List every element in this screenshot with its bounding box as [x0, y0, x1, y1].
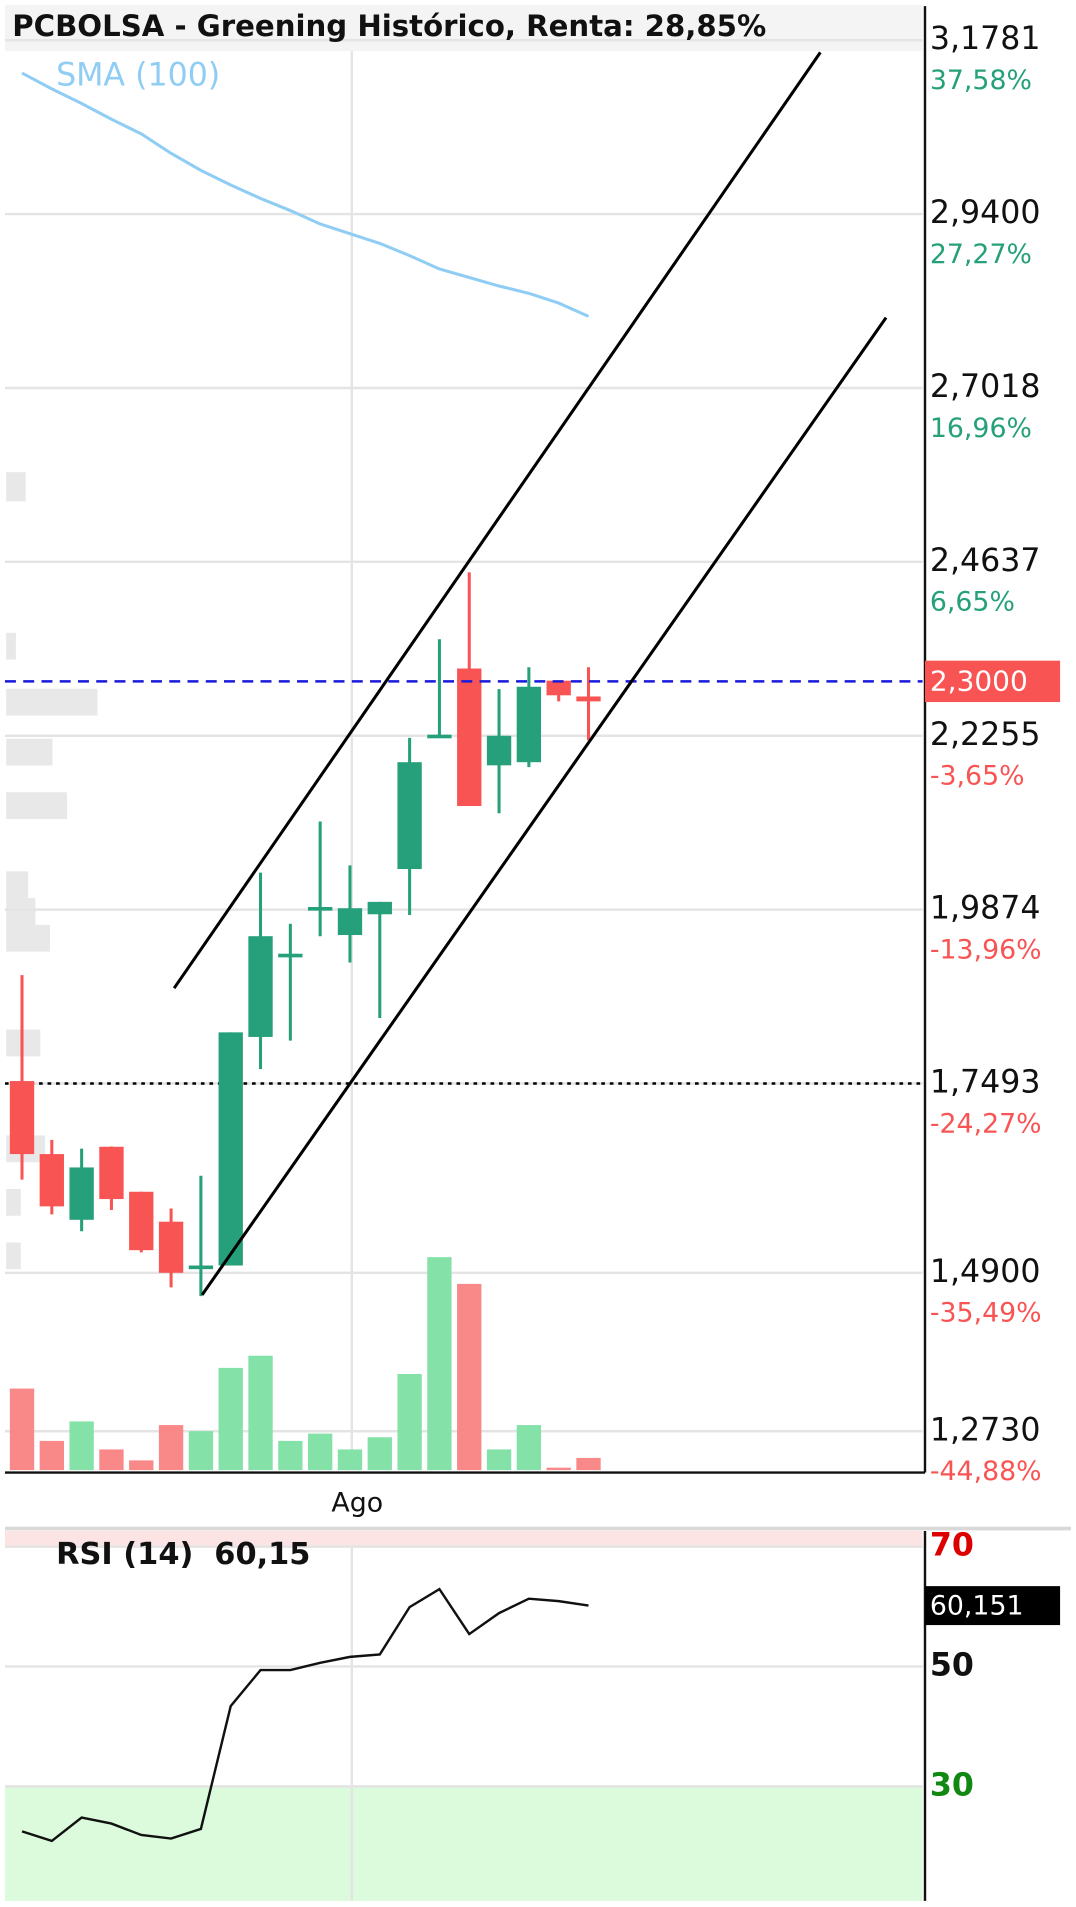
y-tick-label: 2,2255 [930, 717, 1041, 753]
candle-body [397, 762, 422, 870]
chart-title: PCBOLSA - Greening Histórico, Renta: 28,… [12, 9, 766, 43]
candle-body [307, 906, 333, 911]
rsi-line [21, 1587, 589, 1843]
y-tick-label: 2,7018 [930, 369, 1041, 405]
volume-bar [129, 1460, 154, 1471]
overbought-band [4, 1530, 923, 1548]
volume-bar [248, 1355, 273, 1471]
volume-bar [69, 1421, 94, 1471]
candle-body [427, 734, 452, 739]
plot: 3,1781 37,58% 2,9400 27,27% 2,7018 16,96% 2,46… [4, 21, 1061, 1843]
candle-body [218, 1032, 243, 1266]
volume-bar [516, 1425, 542, 1471]
volume-bar [278, 1440, 303, 1471]
y-tick-label: 1,2730 [930, 1412, 1041, 1448]
volume-bar [99, 1449, 124, 1471]
candle-body [69, 1167, 94, 1220]
y-tick-percent-label: 27,27% [930, 239, 1032, 270]
y-tick-label: 1,7493 [930, 1064, 1041, 1100]
volume-bar [397, 1373, 422, 1471]
title-bar [4, 4, 923, 52]
rsi-value: 60,15 [214, 1537, 310, 1572]
y-tick-percent-label: -35,49% [930, 1298, 1042, 1329]
candle-body [129, 1191, 154, 1251]
candle-body [188, 1265, 214, 1270]
volume-bar [457, 1283, 482, 1471]
volume-bar [218, 1367, 243, 1471]
y-tick-label: 70 [930, 1528, 974, 1564]
y-tick-label: 50 [930, 1647, 974, 1683]
volume-bar [486, 1449, 512, 1471]
candle-body [99, 1146, 124, 1200]
y-tick-percent-label: 6,65% [930, 587, 1015, 618]
y-tick-label: 1,9874 [930, 891, 1041, 927]
candle-body [576, 696, 601, 702]
candle-body [337, 908, 363, 936]
volume-bar [39, 1440, 64, 1471]
y-tick-percent-label: 16,96% [930, 413, 1032, 444]
candle-body [457, 668, 482, 807]
volume-bar [576, 1457, 601, 1471]
volume-bar [367, 1437, 392, 1471]
candle-body [248, 936, 273, 1037]
candle-body [39, 1154, 64, 1207]
y-tick-label: 3,1781 [930, 21, 1041, 57]
candle-body [367, 901, 392, 915]
volume-bar [307, 1433, 333, 1471]
candle-body [278, 953, 303, 958]
volume-bar [337, 1449, 363, 1471]
candle-body [9, 1081, 35, 1155]
y-tick-label: 1,4900 [930, 1254, 1041, 1290]
x-tick-label: Ago [331, 1488, 383, 1519]
last-price-box [924, 660, 1061, 703]
y-tick-percent-label: -44,88% [930, 1456, 1042, 1487]
candle-body [158, 1221, 184, 1273]
candle-body [516, 686, 542, 763]
y-tick-label: 2,9400 [930, 195, 1041, 231]
y-tick-label: 30 [930, 1767, 974, 1803]
y-tick-percent-label: -3,65% [930, 761, 1025, 792]
volume-bar [546, 1467, 571, 1471]
volume-bar [427, 1257, 452, 1471]
channel-line [200, 316, 888, 1296]
rsi-value-label: 60,151 [930, 1590, 1024, 1621]
candle-body [486, 735, 512, 766]
rsi-title: RSI (14) [56, 1537, 193, 1572]
sma-legend: SMA (100) [56, 58, 220, 94]
last-price-label: 2,3000 [930, 665, 1028, 698]
volume-bar [158, 1425, 184, 1471]
sma-line [21, 71, 590, 318]
rsi-value-box [924, 1586, 1061, 1626]
oversold-band [4, 1786, 923, 1901]
y-tick-label: 2,4637 [930, 543, 1041, 579]
y-tick-percent-label: -24,27% [930, 1108, 1042, 1139]
y-tick-percent-label: 37,58% [930, 65, 1032, 96]
y-tick-percent-label: -13,96% [930, 934, 1042, 965]
candle-body [546, 680, 571, 696]
channel-line [172, 51, 822, 990]
volume-bar [188, 1431, 214, 1471]
volume-bar [9, 1388, 35, 1471]
